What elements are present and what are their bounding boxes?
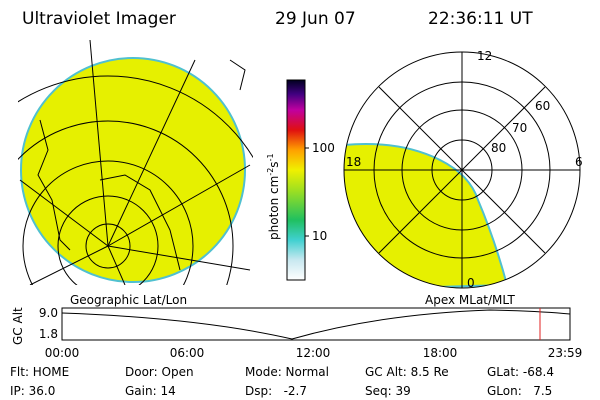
mlt-label: 12 xyxy=(477,49,492,63)
alt-xtick: 23:59 xyxy=(548,346,583,360)
alt-ytick: 9.0 xyxy=(39,306,58,320)
date: 29 Jun 07 xyxy=(275,9,356,29)
status-field: Dsp: -2.7 xyxy=(245,384,307,398)
mag-image xyxy=(343,51,581,289)
status-field: Flt: HOME xyxy=(10,365,69,379)
alt-curve xyxy=(61,309,571,340)
status-field: GLon: 7.5 xyxy=(487,384,552,398)
mlat-label: 60 xyxy=(535,99,550,113)
mlt-label: 6 xyxy=(575,155,583,169)
alt-frame xyxy=(61,307,571,341)
status-field: Door: Open xyxy=(125,365,194,379)
colorbar xyxy=(286,79,306,281)
colorbar-tick-label: 100 xyxy=(312,141,335,155)
status-field: GC Alt: 8.5 Re xyxy=(365,365,449,379)
mlt-label: 0 xyxy=(467,276,475,290)
status-field: IP: 36.0 xyxy=(10,384,55,398)
alt-xtick: 12:00 xyxy=(296,346,331,360)
status-field: Mode: Normal xyxy=(245,365,329,379)
status-field: Gain: 14 xyxy=(125,384,176,398)
mlt-label: 18 xyxy=(346,155,361,169)
geo-label: Geographic Lat/Lon xyxy=(70,293,187,307)
status: Flt: HOME Door: Open Mode: Normal GC Alt: 8… xyxy=(10,365,554,398)
alt-xtick: 18:00 xyxy=(423,346,458,360)
mlat-label: 70 xyxy=(512,121,527,135)
alt-xtick: 06:00 xyxy=(170,346,205,360)
time: 22:36:11 UT xyxy=(428,9,533,29)
unit-exp: -1 xyxy=(266,153,275,161)
alt-ytick: 1.8 xyxy=(39,327,58,341)
status-field: GLat: -68.4 xyxy=(487,365,554,379)
unit: photon cm xyxy=(267,176,281,240)
mag-label: Apex MLat/MLT xyxy=(425,293,515,307)
instrument: Ultraviolet Imager xyxy=(22,9,176,29)
unit-exp: -2 xyxy=(266,168,275,176)
colorbar-tick-label: 10 xyxy=(312,229,327,243)
alt-ylabel: GC Alt xyxy=(11,307,25,345)
alt-xtick: 00:00 xyxy=(45,346,80,360)
geo-image xyxy=(18,40,253,285)
mlat-label: 80 xyxy=(491,141,506,155)
unit: s xyxy=(267,161,281,167)
colorbar-label: photon cm-2s-1 xyxy=(266,153,281,240)
status-field: Seq: 39 xyxy=(365,384,411,398)
